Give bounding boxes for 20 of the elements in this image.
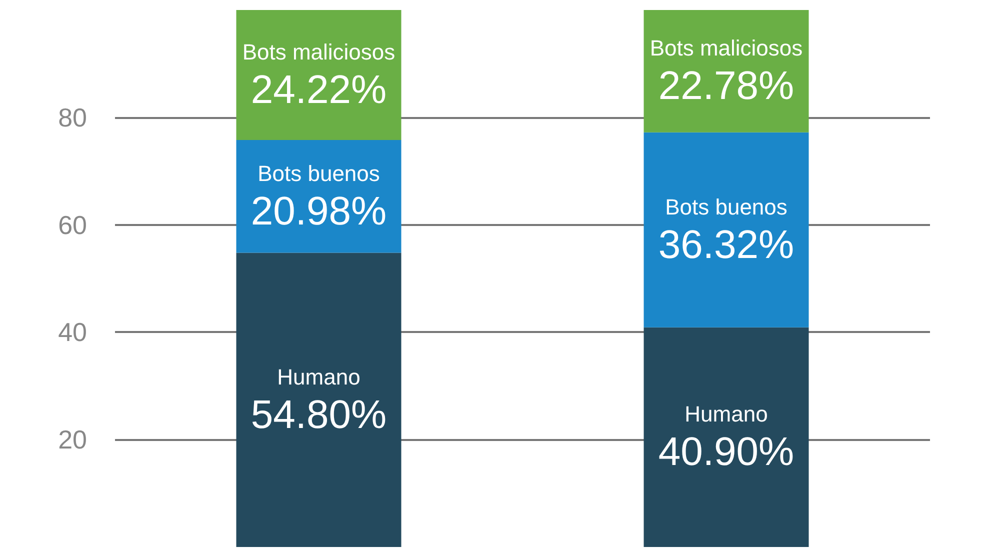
data-label: 24.22% [250, 68, 387, 112]
data-label: 40.90% [658, 430, 794, 474]
data-label: 20.98% [250, 189, 387, 234]
text: Humano [277, 364, 360, 390]
text: Bots buenos [665, 194, 788, 220]
y-tick-label: 80 [58, 102, 87, 132]
bar [644, 132, 809, 328]
y-tick-label: 20 [58, 424, 87, 455]
series-label: Bots buenos [258, 160, 380, 186]
bar [644, 327, 809, 547]
series-label: Humano [684, 402, 768, 427]
data-label: 36.32% [658, 222, 794, 267]
series-label: Bots maliciosos [242, 40, 396, 65]
text: Bots maliciosos [650, 36, 803, 61]
bar [236, 252, 402, 547]
y-tick-label: 60 [58, 210, 87, 240]
bar [236, 10, 402, 140]
data-label: 22.78% [658, 64, 794, 108]
data-label: 54.80% [250, 392, 387, 437]
y-tick-label: 40 [58, 317, 87, 348]
